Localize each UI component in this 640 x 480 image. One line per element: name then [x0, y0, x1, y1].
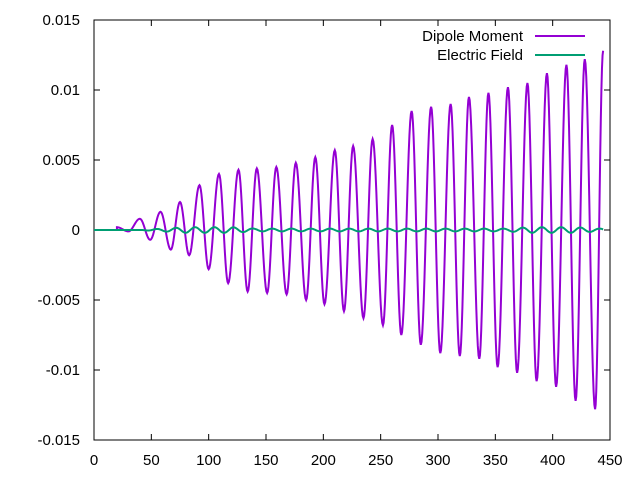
x-tick-label: 300	[425, 452, 450, 469]
y-tick-label: -0.015	[37, 432, 80, 449]
legend: Dipole Moment Electric Field	[422, 28, 585, 64]
x-tick-label: 250	[368, 452, 393, 469]
y-tick-label: -0.01	[46, 362, 80, 379]
y-tick-label: -0.005	[37, 292, 80, 309]
x-tick-label: 450	[597, 452, 622, 469]
x-tick-label: 400	[540, 452, 565, 469]
y-tick-label: 0.015	[42, 12, 80, 29]
x-tick-label: 100	[196, 452, 221, 469]
y-tick-label: 0.01	[51, 82, 80, 99]
y-axis-ticks: -0.015 -0.01 -0.005 0 0.005 0.01 0.015	[37, 12, 610, 449]
electric-field-line	[94, 226, 604, 234]
x-tick-label: 150	[253, 452, 278, 469]
series-lines	[94, 50, 605, 410]
x-tick-label: 200	[311, 452, 336, 469]
x-tick-label: 350	[483, 452, 508, 469]
legend-label: Electric Field	[437, 47, 523, 64]
x-axis-ticks: 0 50 100 150 200 250 300 350 400 450	[90, 20, 623, 469]
y-tick-label: 0.005	[42, 152, 80, 169]
y-tick-label: 0	[72, 222, 80, 239]
x-tick-label: 0	[90, 452, 98, 469]
legend-label: Dipole Moment	[422, 28, 524, 45]
x-tick-label: 50	[143, 452, 160, 469]
